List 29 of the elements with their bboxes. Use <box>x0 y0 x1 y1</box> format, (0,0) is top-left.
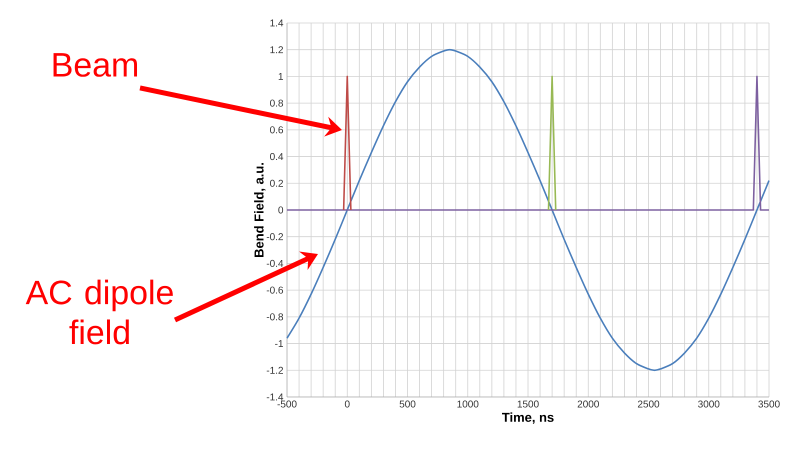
y-tick-label: 1.4 <box>270 20 284 26</box>
x-tick-label: 0 <box>344 400 350 408</box>
y-tick-label: -0.2 <box>266 233 283 240</box>
y-tick-label: -0.6 <box>266 286 284 294</box>
y-tick-label: 0 <box>278 206 284 214</box>
x-tick-label: 2500 <box>638 400 660 408</box>
y-tick-label: 1 <box>278 72 284 80</box>
x-tick-label: 3500 <box>758 400 780 408</box>
y-tick-label: -1.2 <box>266 366 283 374</box>
y-tick-label: 0.8 <box>270 100 284 107</box>
text: AC dipole field <box>26 280 173 344</box>
x-axis-title: Time, ns <box>502 412 554 424</box>
x-tick-label: 3000 <box>698 400 720 408</box>
y-tick-label: 0.6 <box>270 126 284 134</box>
y-tick-label: 0.2 <box>270 180 283 187</box>
y-tick-label: -0.8 <box>266 313 284 320</box>
y-tick-label: 0.4 <box>270 153 284 160</box>
y-tick-label: -1 <box>275 340 284 347</box>
y-axis-title: Bend Field, a.u. <box>254 163 266 257</box>
x-tick-label: 500 <box>400 400 416 408</box>
text: Beam <box>54 53 138 77</box>
y-tick-label: 1.2 <box>270 46 283 54</box>
x-tick-label: -500 <box>277 400 297 408</box>
line-series <box>286 48 770 372</box>
x-tick-label: 2000 <box>578 400 599 408</box>
y-tick-label: -1.4 <box>266 394 284 400</box>
x-tick-label: 1500 <box>518 400 539 408</box>
y-tick-label: -0.4 <box>266 260 284 267</box>
x-tick-label: 1000 <box>457 400 478 408</box>
